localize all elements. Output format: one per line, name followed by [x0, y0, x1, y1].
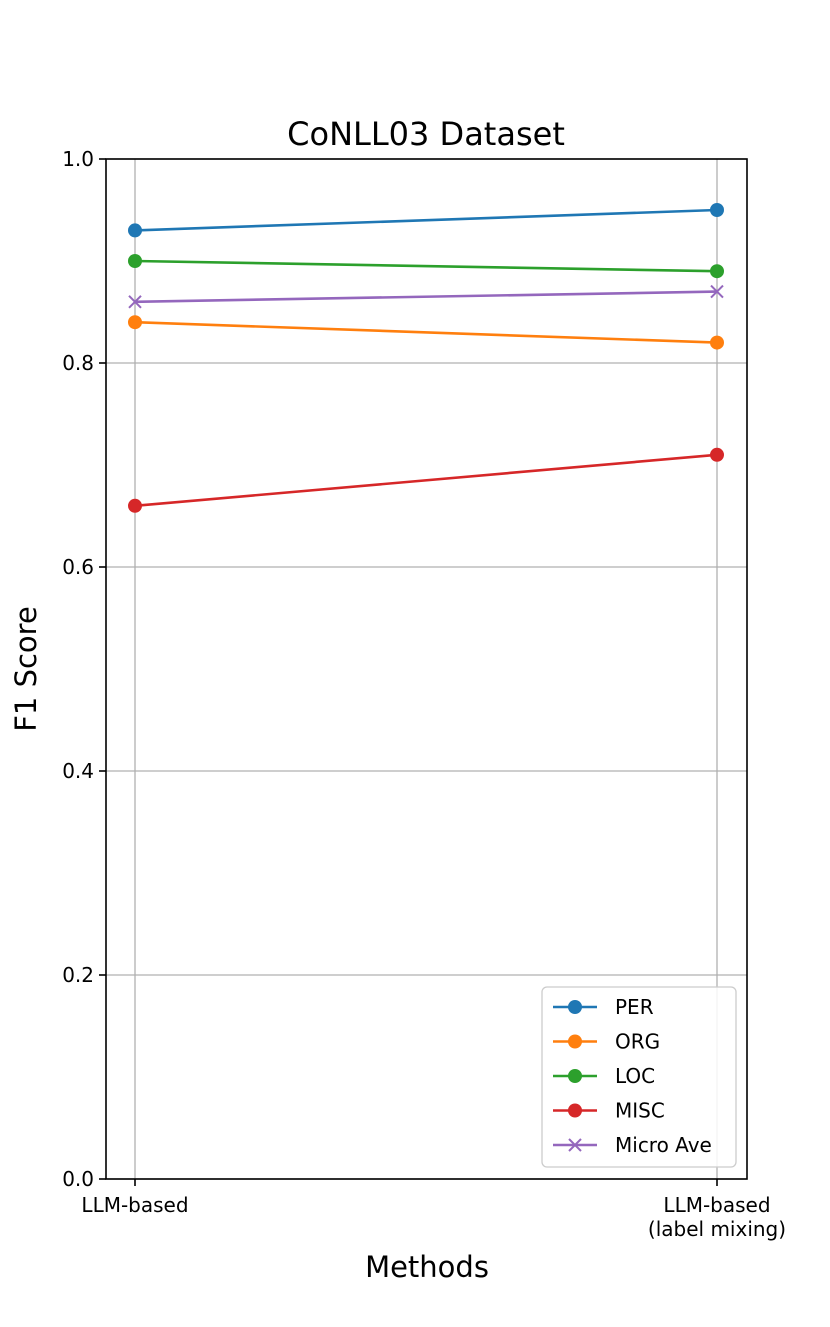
legend: PER ORG LOC MISC Micro Ave — [541, 986, 737, 1168]
series-group — [128, 203, 724, 513]
y-tick-label: 0.0 — [62, 1167, 94, 1191]
legend-entry: ORG — [553, 1030, 660, 1054]
series-per — [128, 203, 724, 238]
data-point — [710, 264, 724, 279]
legend-marker — [568, 1000, 582, 1014]
y-tick-label: 0.4 — [62, 759, 94, 783]
legend-label: PER — [615, 995, 654, 1019]
legend-entry: Micro Ave — [553, 1133, 712, 1157]
x-tick-label: LLM-based — [81, 1193, 188, 1217]
series-line — [134, 453, 718, 508]
data-point — [710, 284, 724, 299]
y-tick-label: 1.0 — [62, 147, 94, 171]
data-point — [128, 223, 142, 238]
data-point — [128, 295, 142, 309]
data-point — [128, 315, 142, 330]
series-misc — [128, 447, 724, 513]
data-point — [710, 203, 724, 217]
chart-title: CoNLL03 Dataset — [287, 115, 565, 153]
legend-label: LOC — [615, 1064, 655, 1088]
series-line — [134, 208, 718, 232]
y-axis-label: F1 Score — [9, 606, 43, 732]
data-point — [128, 498, 142, 513]
x-tick-label: (label mixing) — [648, 1217, 786, 1241]
legend-marker — [568, 1138, 582, 1152]
legend-marker — [568, 1034, 582, 1049]
series-line — [134, 259, 718, 273]
series-micro-ave — [128, 284, 724, 309]
data-point — [710, 447, 724, 462]
y-tick-label: 0.8 — [62, 351, 94, 375]
legend-entry: MISC — [553, 1099, 665, 1123]
x-tick-label: LLM-based — [663, 1193, 770, 1217]
legend-marker — [568, 1069, 582, 1083]
y-tick-label: 0.6 — [62, 555, 94, 579]
legend-marker — [568, 1103, 582, 1118]
y-tick-label: 0.2 — [62, 963, 94, 987]
series-line — [134, 320, 718, 344]
legend-box — [541, 986, 737, 1168]
legend-label: MISC — [615, 1099, 665, 1123]
x-axis-label: Methods — [365, 1250, 489, 1284]
series-line — [134, 290, 718, 304]
series-loc — [128, 254, 724, 279]
series-org — [128, 315, 724, 350]
legend-entry: PER — [553, 995, 654, 1019]
plot-frame — [105, 158, 748, 1180]
legend-entry: LOC — [553, 1064, 655, 1088]
legend-label: Micro Ave — [615, 1133, 712, 1157]
data-point — [710, 335, 724, 350]
legend-label: ORG — [615, 1030, 660, 1054]
data-point — [128, 254, 142, 268]
